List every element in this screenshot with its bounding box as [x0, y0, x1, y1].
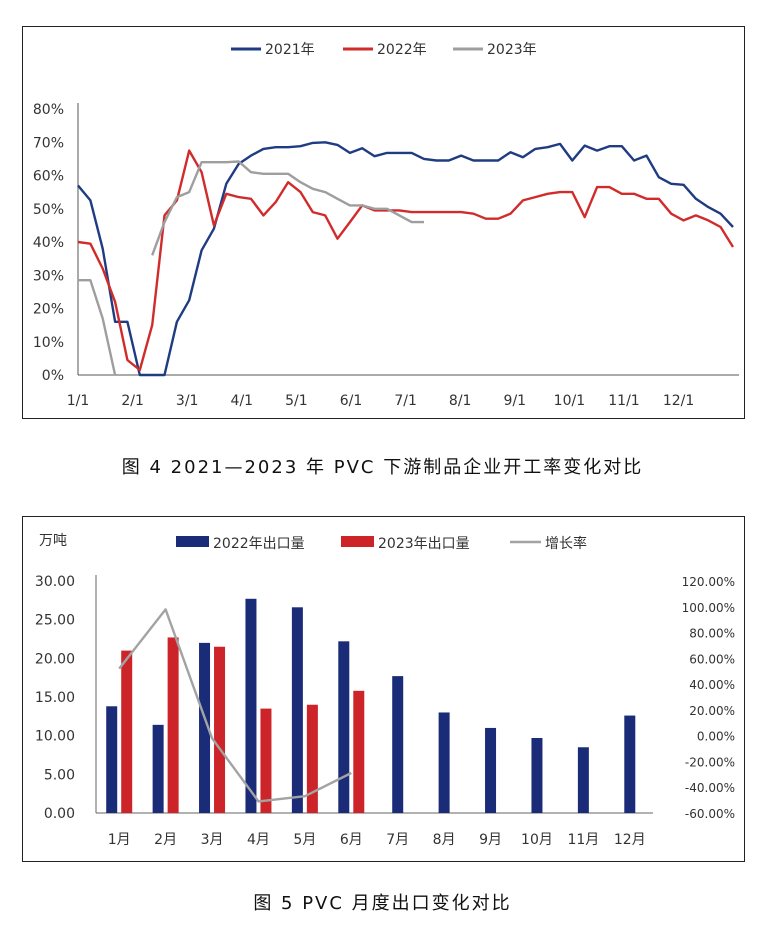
- bar-2022: [199, 642, 211, 813]
- bar-2023: [214, 646, 226, 813]
- bar-2022: [291, 607, 303, 813]
- legend-swatch: [341, 536, 374, 547]
- y-tick-label: 60%: [33, 169, 64, 185]
- y2-tick-label: 20.00%: [689, 704, 735, 718]
- y-tick-label: 30%: [33, 268, 64, 284]
- bar-2022: [245, 598, 257, 813]
- y2-tick-label: -60.00%: [685, 807, 735, 821]
- x-tick-label: 2/1: [121, 393, 144, 409]
- x-tick-label: 4/1: [231, 393, 254, 409]
- x-tick-label: 1/1: [67, 393, 90, 409]
- y-tick-label: 0%: [42, 368, 64, 384]
- bar-2022: [438, 712, 450, 813]
- x-tick-label: 11/1: [608, 393, 639, 409]
- y2-tick-label: 60.00%: [689, 652, 735, 666]
- x-tick-label: 8月: [433, 832, 456, 848]
- x-tick-label: 12/1: [663, 393, 694, 409]
- chart-panel-operating-rate: 0% 10% 20% 30% 40% 50% 60% 70% 80% 1/1 2/1 3/1 4/1 5/…: [22, 26, 745, 419]
- legend-label: 增长率: [545, 535, 587, 552]
- bar-2022: [485, 727, 497, 813]
- y-tick-label: 50%: [33, 202, 64, 218]
- legend-swatch: [176, 536, 209, 547]
- x-tick-label: 9/1: [504, 393, 527, 409]
- y2-tick-label: -20.00%: [685, 755, 735, 769]
- bar-2022: [392, 676, 404, 813]
- x-tick-label: 6/1: [340, 393, 363, 409]
- legend-label: 2023年: [487, 42, 537, 58]
- x-tick-label: 11月: [567, 832, 599, 848]
- series-line-2021年: [77, 141, 734, 377]
- bar-2022: [338, 641, 350, 813]
- y-tick-label: 15.00: [35, 690, 75, 706]
- x-tick-label: 7/1: [394, 393, 417, 409]
- bar-2022: [577, 747, 589, 813]
- bar-line-chart: 万吨 0.00 5.00 10.00 15.00 20.00 25.00 30.00 -60.0…: [35, 533, 735, 848]
- x-tick-label: 3月: [201, 832, 224, 848]
- legend-label: 2022年: [377, 42, 427, 58]
- x-tick-label: 4月: [247, 832, 270, 848]
- y-tick-label: 70%: [33, 135, 64, 151]
- chart-panel-monthly-export: 万吨 0.00 5.00 10.00 15.00 20.00 25.00 30.00 -60.0…: [22, 516, 745, 862]
- series-line-growth-rate: [118, 608, 352, 803]
- y-tick-label: 20.00: [35, 651, 75, 667]
- x-tick-label: 12月: [614, 832, 646, 848]
- y-tick-label: 40%: [33, 235, 64, 251]
- y2-tick-label: 120.00%: [682, 575, 735, 589]
- y-tick-label: 5.00: [44, 767, 75, 783]
- bar-2022: [106, 706, 118, 813]
- x-tick-label: 10/1: [554, 393, 585, 409]
- series-line-2022年: [77, 149, 735, 372]
- x-tick-label: 5月: [293, 832, 316, 848]
- bar-2022: [531, 737, 543, 813]
- y-tick-label: 25.00: [35, 613, 75, 629]
- x-tick-label: 1月: [108, 832, 131, 848]
- bar-2022: [624, 715, 636, 813]
- y-tick-label: 10.00: [35, 729, 75, 745]
- y-tick-label: 80%: [33, 102, 64, 118]
- x-tick-label: 10月: [521, 832, 553, 848]
- figure-caption: 图 5 PVC 月度出口变化对比: [253, 893, 512, 914]
- y-tick-label: 30.00: [35, 574, 75, 590]
- x-tick-label: 6月: [340, 832, 363, 848]
- bar-2023: [353, 690, 365, 813]
- y-tick-label: 20%: [33, 302, 64, 318]
- line-chart: 0% 10% 20% 30% 40% 50% 60% 70% 80% 1/1 2/1 3/1 4/1 5/…: [33, 42, 739, 409]
- y2-tick-label: 40.00%: [689, 678, 735, 692]
- x-tick-label: 2月: [154, 832, 177, 848]
- y-unit-label: 万吨: [39, 533, 67, 549]
- legend-label: 2021年: [265, 42, 315, 58]
- y-tick-label: 10%: [33, 335, 64, 351]
- figure-caption: 图 4 2021—2023 年 PVC 下游制品企业开工率变化对比: [121, 457, 644, 478]
- y2-tick-label: 100.00%: [682, 601, 735, 615]
- y-tick-label: 0.00: [44, 806, 75, 822]
- x-tick-label: 3/1: [176, 393, 199, 409]
- y2-tick-label: 80.00%: [689, 627, 735, 641]
- bar-2022: [152, 724, 164, 813]
- x-tick-label: 7月: [386, 832, 409, 848]
- bar-2023: [306, 704, 318, 813]
- series-line-2023年: [78, 278, 117, 376]
- x-tick-label: 9月: [479, 832, 502, 848]
- bar-2023: [260, 708, 272, 813]
- bar-2023: [167, 637, 179, 813]
- bar-2023: [121, 650, 133, 813]
- x-tick-label: 5/1: [285, 393, 308, 409]
- x-tick-label: 8/1: [449, 393, 472, 409]
- legend-label: 2023年出口量: [378, 536, 470, 552]
- y2-tick-label: 0.00%: [697, 730, 735, 744]
- y2-tick-label: -40.00%: [685, 781, 735, 795]
- series-line-2023年: [151, 160, 424, 256]
- legend-label: 2022年出口量: [213, 536, 305, 552]
